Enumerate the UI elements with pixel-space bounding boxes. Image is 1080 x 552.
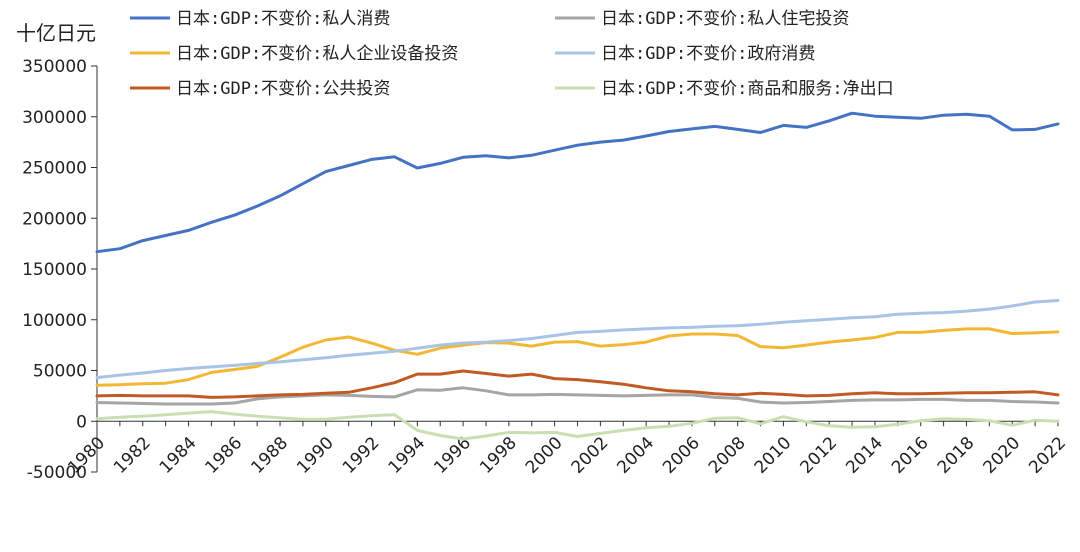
x-tick-label: 2010 <box>751 433 796 478</box>
legend-item-3: 日本:GDP:不变价:政府消费 <box>555 44 815 64</box>
y-tick-label: 300000 <box>22 108 87 128</box>
y-tick-label: -50000 <box>27 463 87 483</box>
x-tick-label: 2004 <box>613 433 658 478</box>
legend-label: 日本:GDP:不变价:商品和服务:净出口 <box>601 79 894 99</box>
x-tick-label: 2016 <box>888 433 933 478</box>
x-tick-label: 1984 <box>156 433 201 478</box>
y-tick-label: 150000 <box>22 260 87 280</box>
plot-lines <box>95 111 1060 441</box>
unit-label: 十亿日元 <box>16 21 96 45</box>
x-tick-label: 1994 <box>385 433 430 478</box>
legend-item-4: 日本:GDP:不变价:公共投资 <box>130 79 390 99</box>
series-line-1 <box>95 386 1060 406</box>
y-tick-label: 50000 <box>33 362 87 382</box>
x-tick-label: 1990 <box>293 433 338 478</box>
x-tick-label: 1996 <box>430 433 475 478</box>
y-tick-label: 350000 <box>22 57 87 77</box>
x-tick-label: 2022 <box>1025 433 1070 478</box>
x-tick-label: 1998 <box>476 433 521 478</box>
legend-label: 日本:GDP:不变价:公共投资 <box>176 79 390 99</box>
legend-label: 日本:GDP:不变价:政府消费 <box>601 44 815 64</box>
x-tick-label: 2002 <box>568 433 613 478</box>
legend-item-5: 日本:GDP:不变价:商品和服务:净出口 <box>555 79 894 99</box>
legend-label: 日本:GDP:不变价:私人企业设备投资 <box>176 44 458 64</box>
y-tick-label: 200000 <box>22 209 87 229</box>
x-tick-label: 2018 <box>934 433 979 478</box>
legend-label: 日本:GDP:不变价:私人消费 <box>176 9 390 29</box>
legend-item-1: 日本:GDP:不变价:私人住宅投资 <box>555 9 849 29</box>
series-line-4 <box>95 369 1060 399</box>
y-tick-label: 100000 <box>22 311 87 331</box>
y-tick-label: 0 <box>76 412 87 432</box>
x-tick-label: 2000 <box>522 433 567 478</box>
legend: 日本:GDP:不变价:私人消费 日本:GDP:不变价:私人住宅投资日本:GDP:不… <box>130 9 894 99</box>
y-tick-label: 250000 <box>22 159 87 179</box>
series-line-5 <box>95 410 1060 441</box>
x-tick-label: 1992 <box>339 433 384 478</box>
x-tick-label: 1982 <box>110 433 155 478</box>
axes: -50000 0 50000 100000 150000 200000 250000 3000… <box>22 57 1070 483</box>
series-line-3 <box>95 299 1060 380</box>
series-line-2 <box>95 327 1060 387</box>
x-tick-label: 2008 <box>705 433 750 478</box>
x-tick-label: 2012 <box>796 433 841 478</box>
x-tick-label: 2014 <box>842 433 887 478</box>
series-line-0 <box>95 111 1060 254</box>
legend-item-0: 日本:GDP:不变价:私人消费 <box>130 9 390 29</box>
x-tick-label: 2006 <box>659 433 704 478</box>
x-tick-label: 1988 <box>247 433 292 478</box>
x-tick-label: 1986 <box>202 433 247 478</box>
legend-item-2: 日本:GDP:不变价:私人企业设备投资 <box>130 44 458 64</box>
x-tick-label: 2020 <box>980 433 1025 478</box>
legend-label: 日本:GDP:不变价:私人住宅投资 <box>601 9 849 29</box>
